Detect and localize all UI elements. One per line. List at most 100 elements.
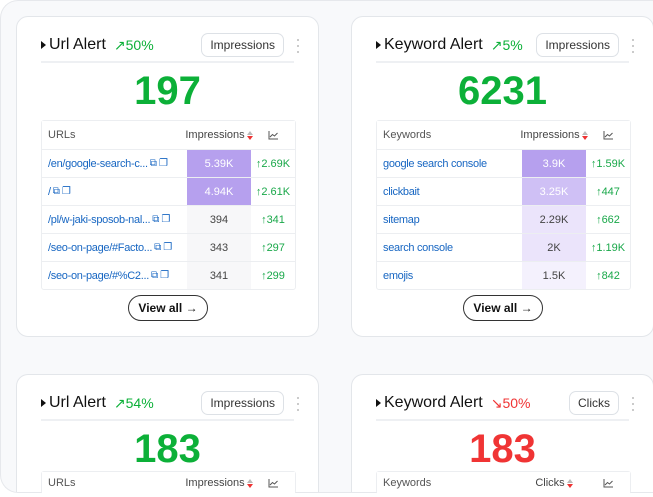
arrow-up-icon: ↑: [590, 157, 597, 170]
alert-count: 6231: [458, 69, 547, 113]
row-link[interactable]: search console: [383, 241, 453, 254]
trend-down-icon: ↘: [490, 394, 503, 411]
arrow-up-icon: ↑: [255, 185, 262, 198]
delta-cell: ↑ 447: [596, 185, 620, 198]
delta-cell: ↑ 297: [261, 241, 285, 254]
trend-up-icon: ↗: [113, 36, 126, 53]
caret-right-icon[interactable]: [41, 399, 46, 407]
sort-icon[interactable]: [581, 130, 588, 140]
table-row: / ⧉ ❐ 4.94K ↑ 2.61K: [42, 177, 295, 205]
caret-right-icon[interactable]: [41, 41, 46, 49]
row-link[interactable]: emojis: [383, 269, 413, 282]
table-header: URLs Impressions: [42, 121, 295, 149]
table-row: search console 2K ↑ 1.19K: [377, 233, 630, 261]
copy-icon[interactable]: ❐: [161, 214, 171, 225]
alert-count: 183: [469, 427, 536, 471]
row-link[interactable]: sitemap: [383, 213, 420, 226]
copy-icon[interactable]: ❐: [61, 186, 71, 197]
view-all-button[interactable]: View all →: [463, 295, 543, 321]
column-header-label: URLs: [48, 129, 76, 141]
row-link[interactable]: /: [48, 185, 51, 198]
open-link-icon[interactable]: ⧉: [149, 158, 157, 169]
metric-select-button[interactable]: Impressions: [536, 33, 619, 57]
row-link[interactable]: /seo-on-page/#Facto...: [48, 241, 153, 254]
open-link-icon[interactable]: ⧉: [151, 270, 159, 281]
open-link-icon[interactable]: ⧉: [154, 242, 162, 253]
impressions-cell: 2.29K: [522, 206, 586, 233]
column-header-metric[interactable]: Impressions: [185, 472, 253, 494]
table-row: /seo-on-page/#Facto... ⧉ ❐ 343 ↑ 297: [42, 233, 295, 261]
copy-icon[interactable]: ❐: [160, 270, 170, 281]
caret-right-icon[interactable]: [376, 399, 381, 407]
row-link[interactable]: /en/google-search-c...: [48, 157, 148, 170]
chart-line-icon[interactable]: [251, 130, 295, 140]
metric-select-button[interactable]: Clicks: [569, 391, 619, 415]
arrow-up-icon: ↑: [261, 213, 267, 226]
row-link[interactable]: clickbait: [383, 185, 420, 198]
alert-table: Keywords Clicks: [376, 471, 631, 494]
impressions-cell: 394: [187, 206, 251, 233]
delta-cell: ↑ 1.19K: [590, 241, 626, 254]
table-header: URLs Impressions: [42, 472, 295, 494]
trend-up-icon: ↗: [113, 394, 126, 411]
arrow-up-icon: ↑: [261, 269, 267, 282]
sort-icon[interactable]: [246, 478, 253, 488]
alert-table: URLs Impressions: [41, 471, 296, 494]
card-header: Url Alert ↗54% Impressions: [41, 389, 299, 421]
impressions-cell: 3.9K: [522, 150, 586, 177]
caret-right-icon[interactable]: [376, 41, 381, 49]
alert-card: Keyword Alert ↗5% Impressions 6231 Keywo…: [351, 16, 653, 337]
more-options-icon[interactable]: [632, 39, 635, 53]
arrow-right-icon: →: [185, 301, 198, 315]
more-options-icon[interactable]: [297, 39, 300, 53]
alert-table: Keywords Impressions google search conso…: [376, 120, 631, 290]
chart-line-icon[interactable]: [586, 478, 630, 488]
sort-icon[interactable]: [566, 478, 573, 488]
delta-cell: ↑ 662: [596, 213, 620, 226]
alert-card: Url Alert ↗54% Impressions 183 URLs Impr…: [16, 374, 319, 494]
open-link-icon[interactable]: ⧉: [152, 214, 160, 225]
table-row: sitemap 2.29K ↑ 662: [377, 205, 630, 233]
metric-select-button[interactable]: Impressions: [201, 33, 284, 57]
table-row: google search console 3.9K ↑ 1.59K: [377, 149, 630, 177]
copy-icon[interactable]: ❐: [163, 242, 173, 253]
row-link[interactable]: /pl/w-jaki-sposob-nal...: [48, 213, 151, 226]
column-header-metric[interactable]: Impressions: [185, 121, 253, 149]
more-options-icon[interactable]: [632, 397, 635, 411]
column-header-metric[interactable]: Impressions: [520, 121, 588, 149]
impressions-cell: 4.94K: [187, 178, 251, 205]
impressions-cell: 5.39K: [187, 150, 251, 177]
chart-line-icon[interactable]: [251, 478, 295, 488]
card-header: Url Alert ↗50% Impressions: [41, 31, 299, 63]
impressions-cell: 2K: [522, 234, 586, 261]
arrow-up-icon: ↑: [596, 185, 602, 198]
more-options-icon[interactable]: [297, 397, 300, 411]
alert-card: Url Alert ↗50% Impressions 197 URLs Impr…: [16, 16, 319, 337]
metric-select-button[interactable]: Impressions: [201, 391, 284, 415]
trend-up-icon: ↗: [490, 36, 503, 53]
column-header-label: URLs: [48, 477, 76, 489]
column-header-metric[interactable]: Clicks: [522, 472, 586, 494]
view-all-button[interactable]: View all →: [128, 295, 208, 321]
arrow-up-icon: ↑: [261, 241, 267, 254]
table-header: Keywords Impressions: [377, 121, 630, 149]
arrow-up-icon: ↑: [255, 157, 262, 170]
impressions-cell: 341: [187, 262, 251, 289]
alert-count: 197: [134, 69, 201, 113]
card-title: Url Alert: [49, 36, 106, 53]
row-link[interactable]: /seo-on-page/#%C2...: [48, 269, 150, 282]
card-header: Keyword Alert ↘50% Clicks: [376, 389, 634, 421]
table-header: Keywords Clicks: [377, 472, 630, 494]
chart-line-icon[interactable]: [586, 130, 630, 140]
table-row: /pl/w-jaki-sposob-nal... ⧉ ❐ 394 ↑ 341: [42, 205, 295, 233]
row-link[interactable]: google search console: [383, 157, 487, 170]
delta-cell: ↑ 842: [596, 269, 620, 282]
table-row: clickbait 3.25K ↑ 447: [377, 177, 630, 205]
sort-icon[interactable]: [246, 130, 253, 140]
alert-count: 183: [134, 427, 201, 471]
delta-cell: ↑ 2.61K: [255, 185, 291, 198]
open-link-icon[interactable]: ⧉: [52, 186, 60, 197]
copy-icon[interactable]: ❐: [158, 158, 168, 169]
trend: ↗50%: [113, 36, 154, 53]
